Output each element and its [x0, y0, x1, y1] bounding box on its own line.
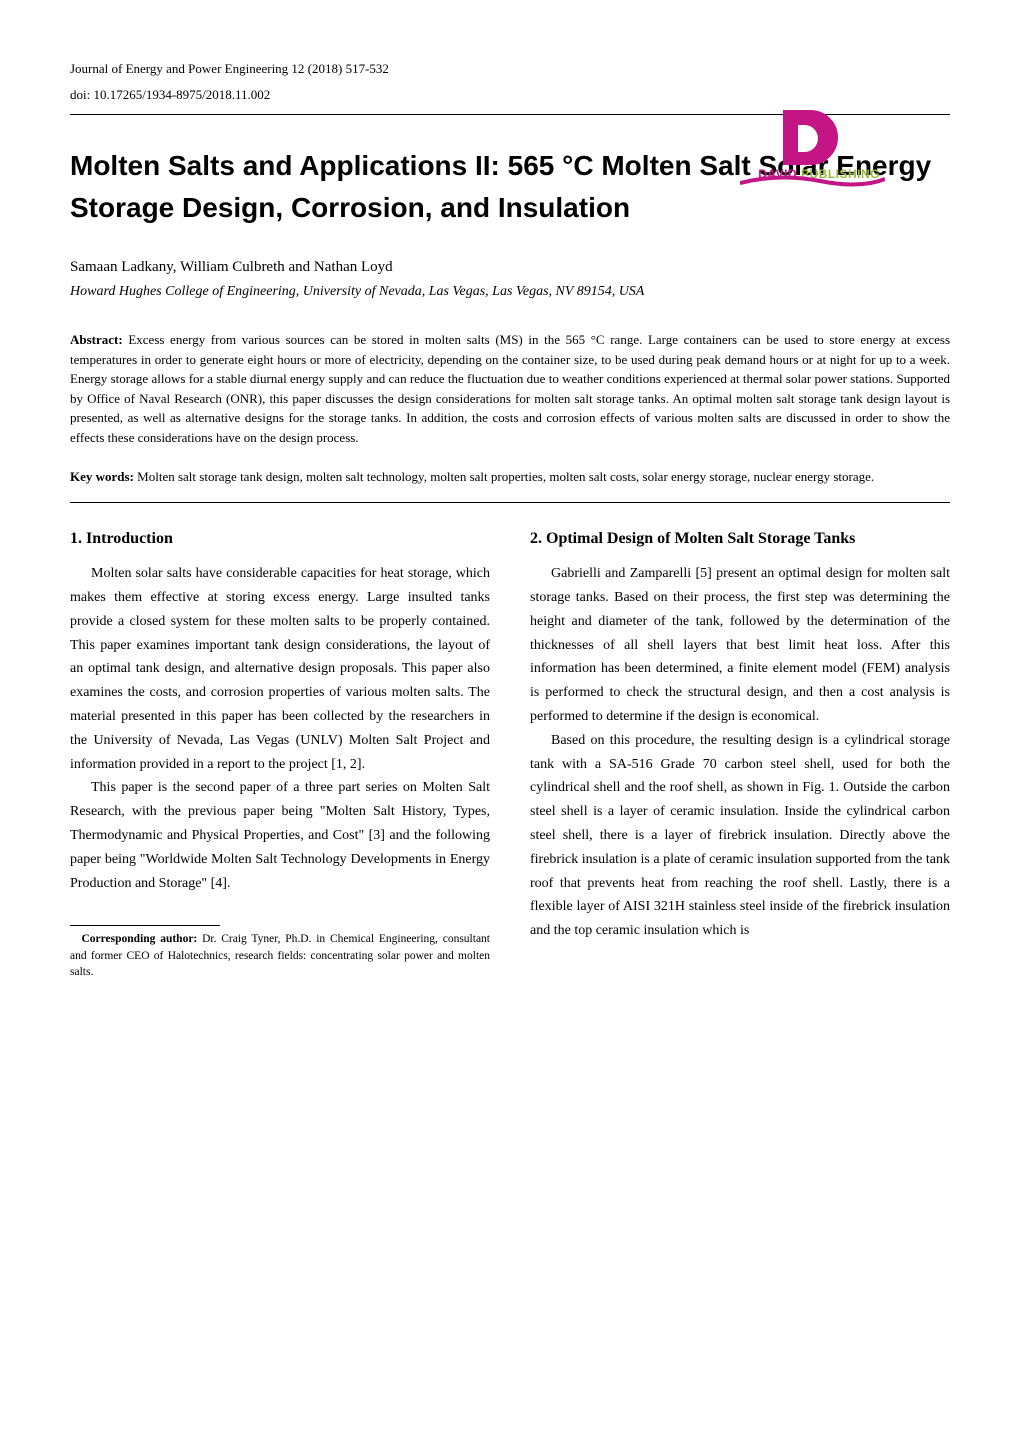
- doi-text: doi: 10.17265/1934-8975/2018.11.002: [70, 86, 950, 104]
- section2-heading: 2. Optimal Design of Molten Salt Storage…: [530, 528, 950, 550]
- keywords-block: Key words: Molten salt storage tank desi…: [70, 467, 950, 487]
- section1-p2: This paper is the second paper of a thre…: [70, 776, 490, 895]
- keywords-label: Key words:: [70, 469, 134, 484]
- logo-swoosh-icon: [740, 171, 885, 189]
- column-left: 1. Introduction Molten solar salts have …: [70, 523, 490, 980]
- abstract-text: Excess energy from various sources can b…: [70, 332, 950, 445]
- footnote-divider: [70, 925, 220, 926]
- footnote-block: Corresponding author: Dr. Craig Tyner, P…: [70, 931, 490, 979]
- publisher-logo: DAVID PUBLISHING: [740, 110, 880, 181]
- body-divider: [70, 502, 950, 503]
- section2-p1: Gabrielli and Zamparelli [5] present an …: [530, 562, 950, 729]
- body-columns: 1. Introduction Molten solar salts have …: [70, 523, 950, 980]
- abstract-block: Abstract: Excess energy from various sou…: [70, 330, 950, 447]
- author-affiliation: Howard Hughes College of Engineering, Un…: [70, 284, 950, 300]
- abstract-label: Abstract:: [70, 332, 123, 347]
- page-container: DAVID PUBLISHING Journal of Energy and P…: [70, 60, 950, 980]
- column-right: 2. Optimal Design of Molten Salt Storage…: [530, 523, 950, 980]
- footnote-label: Corresponding author:: [82, 933, 198, 945]
- section1-p1: Molten solar salts have considerable cap…: [70, 562, 490, 776]
- section2-p2: Based on this procedure, the resulting d…: [530, 729, 950, 943]
- logo-d-shape: [740, 110, 880, 165]
- author-names: Samaan Ladkany, William Culbreth and Nat…: [70, 259, 950, 276]
- section1-heading: 1. Introduction: [70, 528, 490, 550]
- journal-name: Journal of Energy and Power Engineering …: [70, 60, 950, 78]
- keywords-text: Molten salt storage tank design, molten …: [134, 469, 874, 484]
